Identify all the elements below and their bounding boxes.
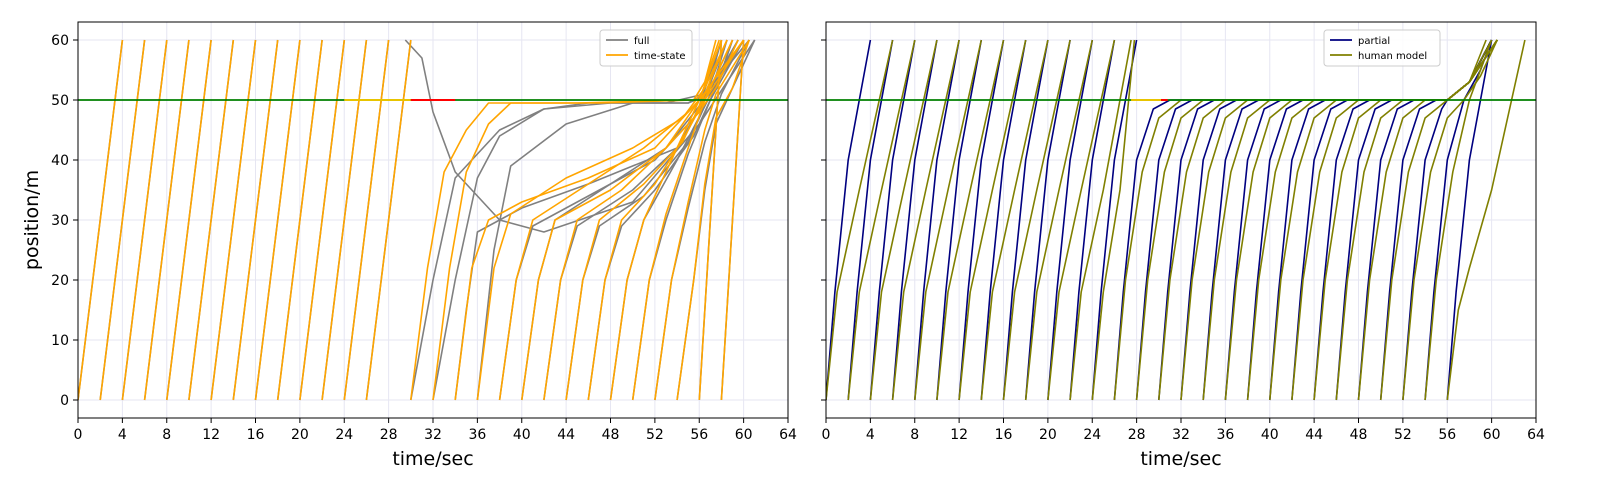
series-line bbox=[958, 39, 1027, 401]
x-tick-label: 0 bbox=[74, 427, 83, 443]
x-tick-label: 60 bbox=[1483, 427, 1501, 443]
plot-area bbox=[826, 39, 1536, 401]
x-tick-label: 12 bbox=[950, 427, 968, 443]
x-tick-label: 32 bbox=[424, 427, 442, 443]
legend: full time-state bbox=[599, 29, 693, 67]
x-tick-label: 0 bbox=[822, 427, 831, 443]
series-line bbox=[432, 39, 720, 401]
y-tick-label: 60 bbox=[51, 33, 69, 49]
series-line bbox=[1446, 39, 1526, 401]
legend-label: partial bbox=[1358, 36, 1390, 47]
x-tick-label: 4 bbox=[866, 427, 875, 443]
x-tick-label: 24 bbox=[335, 427, 353, 443]
x-tick-label: 64 bbox=[1527, 427, 1545, 443]
series-line bbox=[1379, 39, 1498, 401]
y-tick-label: 20 bbox=[51, 273, 69, 289]
legend-box bbox=[1323, 29, 1441, 67]
x-tick-label: 40 bbox=[1261, 427, 1279, 443]
legend-label: human model bbox=[1358, 51, 1427, 62]
x-tick-label: 52 bbox=[1394, 427, 1412, 443]
x-tick-label: 12 bbox=[202, 427, 220, 443]
series-line bbox=[914, 39, 983, 401]
series-line bbox=[826, 39, 894, 401]
series-line bbox=[565, 39, 728, 401]
y-tick-label: 0 bbox=[60, 393, 69, 409]
series-time-state bbox=[78, 39, 750, 401]
legend: partial human model bbox=[1323, 29, 1441, 67]
x-tick-label: 24 bbox=[1083, 427, 1101, 443]
series-line bbox=[631, 39, 745, 401]
series-line bbox=[521, 39, 739, 401]
y-tick-label: 40 bbox=[51, 153, 69, 169]
series-line bbox=[587, 39, 734, 401]
series-line bbox=[676, 39, 750, 401]
x-tick-label: 36 bbox=[1216, 427, 1234, 443]
series-line bbox=[936, 39, 1005, 401]
series-line bbox=[1424, 39, 1493, 401]
x-tick-label: 48 bbox=[1350, 427, 1368, 443]
x-tick-label: 44 bbox=[557, 427, 575, 443]
left-panel: 0 4 8 12 16 20 24 28 32 36 40 44 48 52 56 60 64010203040… bbox=[21, 21, 797, 470]
y-axis-label: position/m bbox=[21, 170, 43, 270]
x-tick-label: 56 bbox=[1438, 427, 1456, 443]
x-tick-label: 28 bbox=[1128, 427, 1146, 443]
series-line bbox=[847, 39, 916, 401]
series-human-model bbox=[826, 39, 1526, 401]
x-tick-label: 52 bbox=[646, 427, 664, 443]
x-tick-label: 20 bbox=[291, 427, 309, 443]
series-line bbox=[498, 39, 734, 401]
legend-label: full bbox=[634, 36, 649, 47]
series-line bbox=[869, 39, 938, 401]
x-tick-label: 40 bbox=[513, 427, 531, 443]
series-line bbox=[1047, 39, 1116, 401]
series-line bbox=[1002, 39, 1071, 401]
series-line bbox=[1069, 39, 1132, 401]
legend-label: time-state bbox=[634, 51, 686, 62]
series-line bbox=[1402, 39, 1498, 401]
x-tick-label: 28 bbox=[380, 427, 398, 443]
x-tick-label: 16 bbox=[247, 427, 265, 443]
x-tick-label: 48 bbox=[602, 427, 620, 443]
series-line bbox=[1024, 39, 1094, 401]
legend-box bbox=[599, 29, 693, 67]
x-tick-label: 8 bbox=[910, 427, 919, 443]
series-line bbox=[654, 39, 750, 401]
y-tick-label: 10 bbox=[51, 333, 69, 349]
y-tick-label: 30 bbox=[51, 213, 69, 229]
y-tick-label: 50 bbox=[51, 93, 69, 109]
right-panel: 0 4 8 12 16 20 24 28 32 36 40 44 48 52 56 60 64time/secp… bbox=[821, 21, 1545, 470]
x-tick-label: 4 bbox=[118, 427, 127, 443]
x-tick-label: 16 bbox=[995, 427, 1013, 443]
x-tick-label: 32 bbox=[1172, 427, 1190, 443]
x-tick-label: 60 bbox=[735, 427, 753, 443]
series-line bbox=[980, 39, 1049, 401]
series-line bbox=[609, 39, 745, 401]
x-axis-label: time/sec bbox=[1140, 448, 1221, 470]
x-tick-label: 36 bbox=[468, 427, 486, 443]
x-tick-label: 64 bbox=[779, 427, 797, 443]
x-tick-label: 8 bbox=[162, 427, 171, 443]
plot-area bbox=[78, 39, 788, 401]
series-line bbox=[1091, 39, 1136, 401]
x-tick-label: 56 bbox=[690, 427, 708, 443]
x-tick-label: 44 bbox=[1305, 427, 1323, 443]
x-axis-label: time/sec bbox=[392, 448, 473, 470]
series-line bbox=[891, 39, 960, 401]
x-tick-label: 20 bbox=[1039, 427, 1057, 443]
